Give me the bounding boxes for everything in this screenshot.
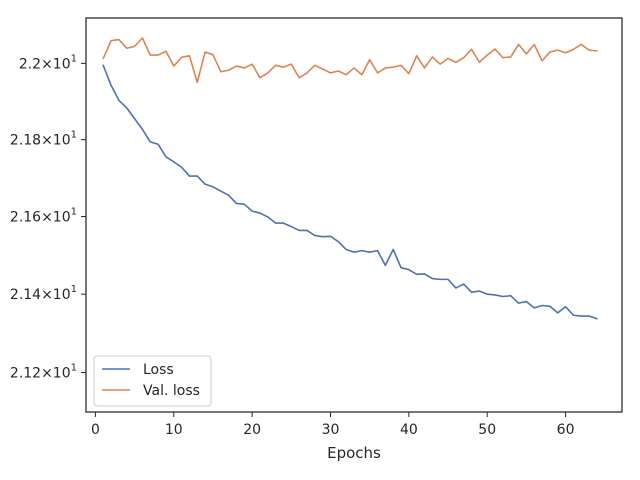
y-tick-label: 2.14×101 — [10, 284, 77, 303]
y-tick-label: 2.16×101 — [10, 207, 77, 226]
legend-entry-label: Val. loss — [143, 383, 200, 399]
legend: Loss Val. loss — [93, 355, 212, 407]
x-tick-label: 40 — [400, 422, 418, 438]
series-line-val-loss — [102, 37, 598, 84]
x-tick-label: 0 — [91, 422, 100, 438]
y-tick-label: 2.18×101 — [10, 130, 77, 149]
x-tick-label: 60 — [557, 422, 575, 438]
x-tick-label: 30 — [322, 422, 340, 438]
x-axis-ticks: 0 10 20 30 40 50 60 — [91, 412, 575, 438]
x-tick-label: 20 — [243, 422, 261, 438]
y-tick-label: 2.12×101 — [10, 363, 77, 382]
series-layer — [102, 37, 598, 320]
axes-frame — [85, 17, 623, 413]
x-tick-label: 50 — [478, 422, 496, 438]
legend-entry-label: Loss — [143, 362, 174, 378]
x-axis-label: Epochs — [327, 444, 381, 462]
series-line-loss — [102, 64, 598, 320]
y-tick-label: 2.2×101 — [19, 53, 77, 72]
y-axis-ticks: 2.12×101 2.14×101 2.16×101 2.18×101 2.2×101 — [10, 53, 86, 382]
x-tick-label: 10 — [165, 422, 183, 438]
plot-area — [85, 17, 623, 413]
